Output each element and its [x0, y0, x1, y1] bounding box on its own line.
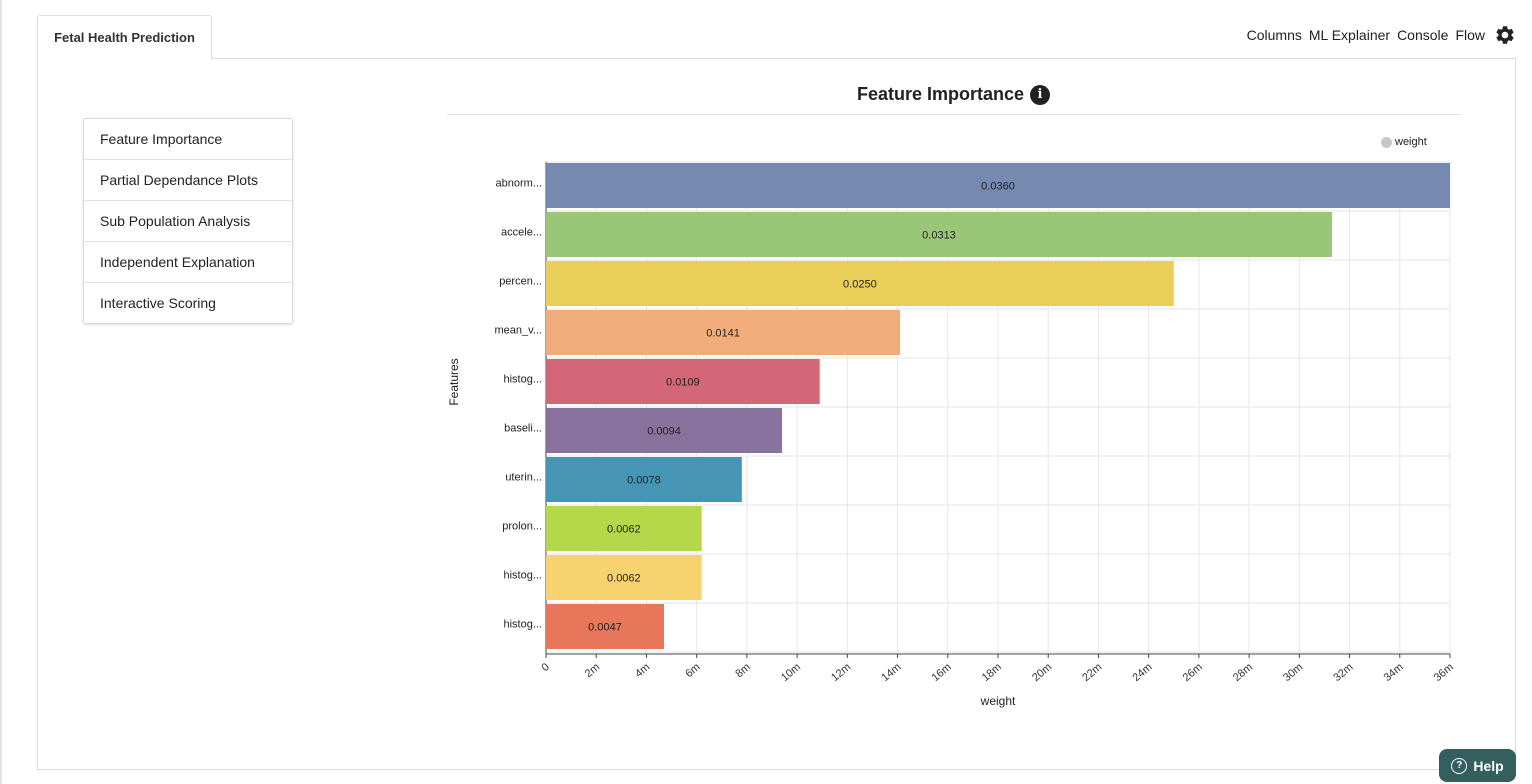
x-tick-label: 28m: [1231, 661, 1255, 684]
bar-value-label: 0.0250: [843, 279, 877, 291]
y-tick-label: baseli...: [504, 423, 542, 435]
menu-item-independent-explanation[interactable]: Independent Explanation: [84, 242, 292, 283]
x-tick-label: 20m: [1030, 661, 1054, 684]
y-tick-label: uterin...: [505, 472, 542, 484]
x-tick-label: 14m: [879, 661, 903, 684]
x-tick-label: 4m: [633, 661, 652, 680]
nav-columns[interactable]: Columns: [1246, 27, 1302, 43]
tab-label: Fetal Health Prediction: [54, 30, 195, 45]
nav-console[interactable]: Console: [1397, 27, 1449, 43]
bar-value-label: 0.0062: [607, 524, 641, 536]
bar: [546, 604, 665, 649]
x-tick-label: 2m: [583, 661, 602, 680]
x-tick-label: 8m: [733, 661, 752, 680]
bar: [546, 506, 702, 551]
nav-ml-explainer[interactable]: ML Explainer: [1308, 27, 1391, 43]
legend-label: weight: [1395, 136, 1427, 148]
tab-fetal-health-prediction[interactable]: Fetal Health Prediction: [37, 15, 212, 59]
x-tick-label: 26m: [1181, 661, 1205, 684]
chart-title-container: Feature Importance i: [447, 84, 1460, 106]
bar-value-label: 0.0062: [607, 573, 641, 585]
feature-importance-chart: 0 2m 4m 6m 8m 10m 12m 14m 16m 18m 20m 22m 24m 26m 28m 3…: [447, 161, 1456, 708]
bar-value-label: 0.0094: [647, 426, 681, 438]
bar-value-label: 0.0109: [666, 377, 700, 389]
x-tick-label: 0: [540, 661, 552, 674]
bar-value-label: 0.0078: [627, 475, 661, 487]
explainer-menu: Feature Importance Partial Dependance Pl…: [83, 118, 293, 324]
bar: [546, 457, 742, 502]
x-tick-label: 34m: [1382, 661, 1406, 684]
top-navigation: Columns ML Explainer Console Flow: [1247, 24, 1516, 46]
chart-legend[interactable]: weight: [1381, 136, 1427, 148]
y-tick-label: histog...: [503, 570, 542, 582]
legend-dot-icon: [1381, 136, 1392, 148]
bar-value-label: 0.0360: [981, 181, 1015, 193]
help-button[interactable]: ? Help: [1439, 749, 1516, 782]
x-tick-label: 24m: [1130, 661, 1154, 684]
window-left-border: [0, 0, 2, 784]
menu-item-partial-dependance-plots[interactable]: Partial Dependance Plots: [84, 160, 292, 201]
x-tick-label: 10m: [779, 661, 803, 684]
info-icon[interactable]: i: [1030, 85, 1051, 106]
y-tick-label: histog...: [503, 619, 542, 631]
menu-item-sub-population-analysis[interactable]: Sub Population Analysis: [84, 201, 292, 242]
x-tick-label: 12m: [829, 661, 853, 684]
bar: [546, 359, 820, 404]
bar: [546, 310, 901, 355]
y-tick-label: histog...: [503, 374, 542, 386]
title-divider: [447, 114, 1460, 115]
x-axis-label: weight: [980, 694, 1016, 708]
x-tick-label: 18m: [980, 661, 1004, 684]
x-tick-label: 16m: [930, 661, 954, 684]
x-tick-label: 36m: [1432, 661, 1456, 684]
x-tick-label: 32m: [1331, 661, 1355, 684]
chart-title: Feature Importance: [856, 84, 1025, 104]
bar-value-label: 0.0047: [588, 622, 622, 634]
x-tick-label: 30m: [1281, 661, 1305, 684]
nav-flow[interactable]: Flow: [1455, 27, 1485, 43]
y-tick-label: abnorm...: [496, 178, 542, 190]
help-label: Help: [1473, 757, 1504, 774]
y-tick-label: accele...: [501, 227, 542, 239]
bar-value-label: 0.0141: [706, 328, 740, 340]
bar: [546, 261, 1174, 306]
menu-item-interactive-scoring[interactable]: Interactive Scoring: [100, 295, 216, 311]
x-tick-label: 22m: [1080, 661, 1104, 684]
y-tick-label: mean_v...: [495, 325, 543, 337]
bar: [546, 212, 1332, 257]
bar: [546, 163, 1450, 208]
bar: [546, 555, 702, 600]
question-icon: ?: [1451, 757, 1468, 774]
x-tick-label: 6m: [683, 661, 702, 680]
menu-item-feature-importance[interactable]: Feature Importance: [84, 119, 292, 160]
bar: [546, 408, 783, 453]
y-tick-label: prolon...: [502, 521, 542, 533]
gear-icon[interactable]: [1494, 24, 1516, 46]
bar-value-label: 0.0313: [922, 230, 956, 242]
y-tick-label: percen...: [499, 276, 542, 288]
y-axis-label: Features: [447, 358, 461, 405]
